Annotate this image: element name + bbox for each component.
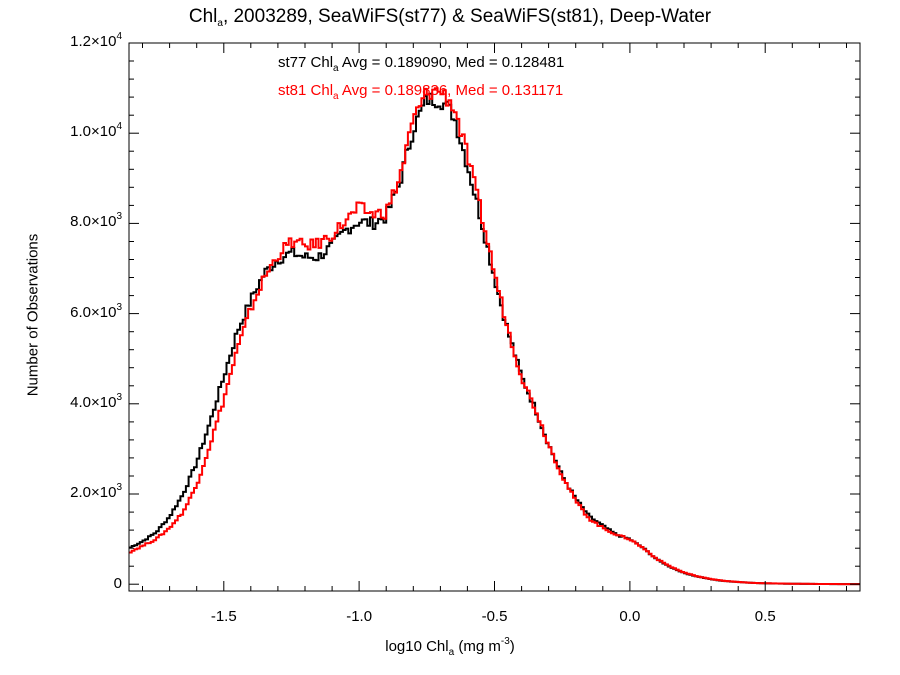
y-tick-label: 1.2×104 xyxy=(70,31,122,50)
y-tick-label: 6.0×103 xyxy=(70,302,122,321)
y-tick-label: 2.0×103 xyxy=(70,482,122,501)
x-axis-label-prefix: log10 Chl xyxy=(385,638,449,655)
annotation-st81-sub: a xyxy=(333,91,339,102)
x-tick-label: 0.5 xyxy=(754,608,776,625)
annotation-st77-sub: a xyxy=(333,63,339,74)
x-axis-label-suffix: ) xyxy=(509,638,515,655)
series-layer xyxy=(129,87,860,586)
y-tick-label: 0 xyxy=(114,575,122,592)
x-tick-label: 0.0 xyxy=(619,608,641,625)
series-line-st77 xyxy=(129,92,860,586)
y-tick-label-mantissa: 6.0×10 xyxy=(70,303,117,321)
x-axis-label-sub: a xyxy=(448,647,455,658)
y-tick-label: 4.0×103 xyxy=(70,392,122,411)
plot-frame xyxy=(128,42,861,592)
tick-layer xyxy=(129,42,860,591)
y-tick-label-mantissa: 4.0×10 xyxy=(70,393,117,411)
y-tick-label: 1.0×104 xyxy=(70,121,122,140)
y-tick-label-exponent: 4 xyxy=(116,31,122,42)
x-tick-label: -0.5 xyxy=(481,608,508,625)
chart-title-prefix: Chl xyxy=(188,6,218,27)
y-tick-label-exponent: 3 xyxy=(116,211,122,223)
y-axis-label: Number of Observations xyxy=(24,233,42,397)
x-axis-label: log10 Chla (mg m-3) xyxy=(0,636,900,658)
chart-title: Chla, 2003289, SeaWiFS(st77) & SeaWiFS(s… xyxy=(0,6,900,29)
y-tick-label-exponent: 3 xyxy=(116,391,122,403)
annotation-st81-suffix: Avg = 0.189836, Med = 0.131171 xyxy=(338,82,564,99)
annotation-st77-prefix: st77 Chl xyxy=(278,54,334,71)
annotation-st81-prefix: st81 Chl xyxy=(278,82,334,99)
y-tick-label: 8.0×103 xyxy=(70,211,122,230)
y-tick-label-exponent: 4 xyxy=(116,121,122,133)
annotation-st77-suffix: Avg = 0.189090, Med = 0.128481 xyxy=(338,54,565,71)
x-axis-label-sup: -3 xyxy=(500,636,510,647)
y-tick-label-exponent: 3 xyxy=(116,482,122,494)
chart-title-sub: a xyxy=(217,18,223,29)
y-tick-label-mantissa: 2.0×10 xyxy=(70,484,117,502)
y-tick-label-mantissa: 8.0×10 xyxy=(70,213,117,231)
annotation-st81: st81 Chla Avg = 0.189836, Med = 0.131171 xyxy=(278,82,563,102)
y-tick-label-mantissa: 1.2×10 xyxy=(70,33,117,50)
chart-title-suffix: , 2003289, SeaWiFS(st77) & SeaWiFS(st81)… xyxy=(222,6,712,27)
y-tick-label-exponent: 3 xyxy=(116,301,122,313)
y-tick-label-mantissa: 0 xyxy=(113,575,122,593)
x-tick-label: -1.0 xyxy=(346,608,373,625)
y-tick-label-mantissa: 1.0×10 xyxy=(70,123,117,141)
series-line-st81 xyxy=(129,87,860,586)
x-tick-label: -1.5 xyxy=(210,608,237,625)
x-axis-label-mid: (mg m xyxy=(454,638,501,655)
annotation-st77: st77 Chla Avg = 0.189090, Med = 0.128481 xyxy=(278,54,564,74)
